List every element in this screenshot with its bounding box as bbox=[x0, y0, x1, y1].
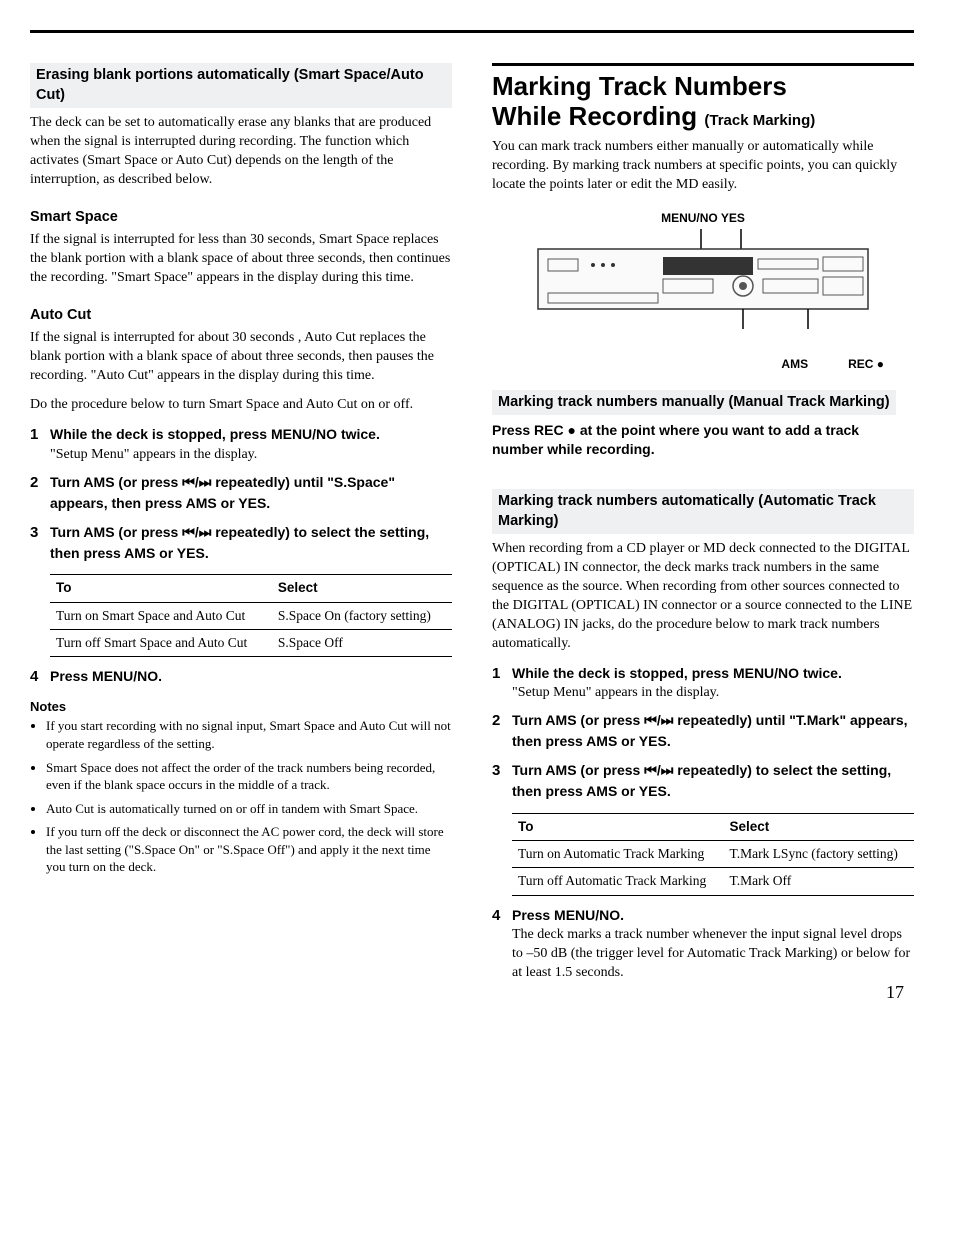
step-number: 1 bbox=[30, 425, 38, 445]
table-cell: Turn off Automatic Track Marking bbox=[512, 868, 723, 895]
table-cell: Turn on Smart Space and Auto Cut bbox=[50, 602, 272, 629]
step-item: 1 While the deck is stopped, press MENU/… bbox=[30, 425, 452, 465]
note-item: Auto Cut is automatically turned on or o… bbox=[46, 800, 452, 818]
table-header: Select bbox=[723, 813, 914, 840]
figure-bottom-labels: AMS REC ● bbox=[492, 356, 914, 372]
main-heading-line2: While Recording bbox=[492, 101, 697, 131]
step-item: 2 Turn AMS (or press ⏮/⏭ repeatedly) unt… bbox=[492, 711, 914, 753]
auto-cut-text: If the signal is interrupted for about 3… bbox=[30, 329, 452, 386]
deck-figure: MENU/NO YES bbox=[492, 210, 914, 371]
table-row: Turn on Smart Space and Auto Cut S.Space… bbox=[50, 602, 452, 629]
step-bold: Turn AMS (or press ⏮/⏭ repeatedly) to se… bbox=[50, 524, 429, 561]
step-number: 4 bbox=[30, 667, 38, 687]
step-plain: The deck marks a track number whenever t… bbox=[512, 927, 910, 980]
step-item: 4 Press MENU/NO. bbox=[30, 667, 452, 688]
step-number: 2 bbox=[492, 711, 500, 731]
step-bold: While the deck is stopped, press MENU/NO… bbox=[50, 426, 380, 442]
figure-rec-label: REC ● bbox=[848, 356, 884, 372]
step-item: 3 Turn AMS (or press ⏮/⏭ repeatedly) to … bbox=[492, 761, 914, 803]
step-plain: "Setup Menu" appears in the display. bbox=[50, 447, 257, 462]
step-item: 2 Turn AMS (or press ⏮/⏭ repeatedly) unt… bbox=[30, 473, 452, 515]
figure-top-label: MENU/NO YES bbox=[492, 210, 914, 226]
step-bold: Turn AMS (or press ⏮/⏭ repeatedly) until… bbox=[512, 712, 908, 749]
step-item: 4 Press MENU/NO. The deck marks a track … bbox=[492, 906, 914, 984]
auto-marking-text: When recording from a CD player or MD de… bbox=[492, 540, 914, 653]
marking-intro: You can mark track numbers either manual… bbox=[492, 138, 914, 195]
step-number: 3 bbox=[492, 761, 500, 781]
table-row: Turn off Smart Space and Auto Cut S.Spac… bbox=[50, 629, 452, 656]
smart-space-heading: Smart Space bbox=[30, 208, 452, 228]
page-number: 17 bbox=[886, 982, 904, 1003]
right-column: Marking Track Numbers While Recording (T… bbox=[492, 63, 914, 993]
page: Recording on MDs Erasing blank portions … bbox=[0, 0, 954, 1033]
table-cell: Turn on Automatic Track Marking bbox=[512, 841, 723, 868]
left-step4: 4 Press MENU/NO. bbox=[30, 667, 452, 688]
step-number: 2 bbox=[30, 473, 38, 493]
step-number: 4 bbox=[492, 906, 500, 926]
auto-cut-heading: Auto Cut bbox=[30, 306, 452, 326]
step-bold: Press MENU/NO. bbox=[50, 668, 162, 684]
notes-list: If you start recording with no signal in… bbox=[30, 717, 452, 875]
smart-space-text: If the signal is interrupted for less th… bbox=[30, 231, 452, 288]
table-header: To bbox=[50, 575, 272, 602]
erasing-heading: Erasing blank portions automatically (Sm… bbox=[30, 63, 452, 108]
step-bold: Press MENU/NO. bbox=[512, 907, 624, 923]
left-steps: 1 While the deck is stopped, press MENU/… bbox=[30, 425, 452, 564]
table-row: Turn on Automatic Track Marking T.Mark L… bbox=[512, 841, 914, 868]
columns: Erasing blank portions automatically (Sm… bbox=[30, 63, 914, 993]
top-rule bbox=[30, 30, 914, 33]
table-cell: S.Space Off bbox=[272, 629, 452, 656]
step-item: 3 Turn AMS (or press ⏮/⏭ repeatedly) to … bbox=[30, 523, 452, 565]
table-header: Select bbox=[272, 575, 452, 602]
main-heading-small: (Track Marking) bbox=[704, 112, 815, 129]
step-number: 1 bbox=[492, 664, 500, 684]
left-column: Erasing blank portions automatically (Sm… bbox=[30, 63, 452, 993]
main-heading-line1: Marking Track Numbers bbox=[492, 71, 787, 101]
table-cell: T.Mark Off bbox=[723, 868, 914, 895]
erasing-intro: The deck can be set to automatically era… bbox=[30, 114, 452, 190]
main-heading: Marking Track Numbers While Recording (T… bbox=[492, 63, 914, 132]
notes-heading: Notes bbox=[30, 698, 452, 716]
note-item: Smart Space does not affect the order of… bbox=[46, 759, 452, 794]
step-plain: "Setup Menu" appears in the display. bbox=[512, 685, 719, 700]
auto-marking-heading: Marking track numbers automatically (Aut… bbox=[492, 489, 914, 534]
figure-ams-label: AMS bbox=[781, 356, 808, 372]
deck-svg bbox=[492, 229, 914, 339]
table-cell: Turn off Smart Space and Auto Cut bbox=[50, 629, 272, 656]
table-cell: S.Space On (factory setting) bbox=[272, 602, 452, 629]
table-header: To bbox=[512, 813, 723, 840]
right-step4: 4 Press MENU/NO. The deck marks a track … bbox=[492, 906, 914, 984]
step-bold: Turn AMS (or press ⏮/⏭ repeatedly) to se… bbox=[512, 762, 891, 799]
right-steps: 1 While the deck is stopped, press MENU/… bbox=[492, 664, 914, 803]
right-settings-table: To Select Turn on Automatic Track Markin… bbox=[512, 813, 914, 896]
table-row: Turn off Automatic Track Marking T.Mark … bbox=[512, 868, 914, 895]
procedure-intro: Do the procedure below to turn Smart Spa… bbox=[30, 396, 452, 415]
note-item: If you turn off the deck or disconnect t… bbox=[46, 823, 452, 876]
step-number: 3 bbox=[30, 523, 38, 543]
left-settings-table: To Select Turn on Smart Space and Auto C… bbox=[50, 574, 452, 657]
manual-marking-heading: Marking track numbers manually (Manual T… bbox=[492, 390, 896, 416]
manual-marking-text: Press REC ● at the point where you want … bbox=[492, 421, 914, 459]
step-item: 1 While the deck is stopped, press MENU/… bbox=[492, 664, 914, 704]
note-item: If you start recording with no signal in… bbox=[46, 717, 452, 752]
table-cell: T.Mark LSync (factory setting) bbox=[723, 841, 914, 868]
step-bold: Turn AMS (or press ⏮/⏭ repeatedly) until… bbox=[50, 474, 395, 511]
step-bold: While the deck is stopped, press MENU/NO… bbox=[512, 665, 842, 681]
